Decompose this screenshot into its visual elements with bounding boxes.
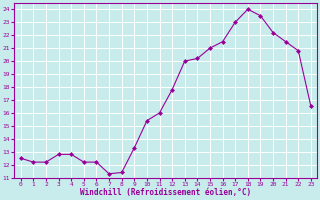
X-axis label: Windchill (Refroidissement éolien,°C): Windchill (Refroidissement éolien,°C) <box>80 188 252 197</box>
